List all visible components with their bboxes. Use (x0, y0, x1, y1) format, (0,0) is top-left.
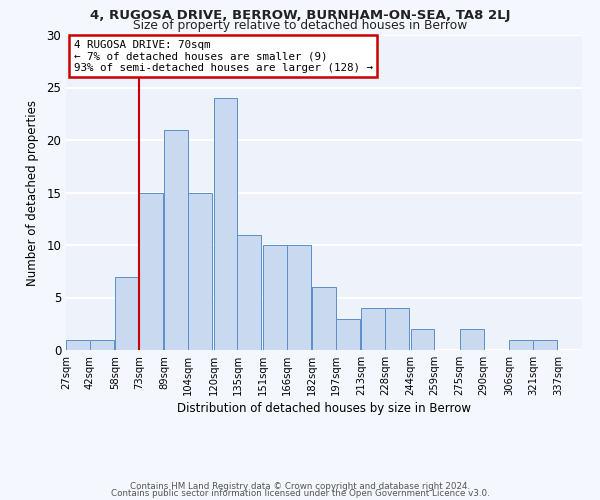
Text: 4, RUGOSA DRIVE, BERROW, BURNHAM-ON-SEA, TA8 2LJ: 4, RUGOSA DRIVE, BERROW, BURNHAM-ON-SEA,… (90, 9, 510, 22)
Text: Size of property relative to detached houses in Berrow: Size of property relative to detached ho… (133, 18, 467, 32)
X-axis label: Distribution of detached houses by size in Berrow: Distribution of detached houses by size … (177, 402, 471, 415)
Bar (410, 329, 434, 350)
Bar (164, 130, 188, 350)
Bar (66, 340, 90, 350)
Text: 4 RUGOSA DRIVE: 70sqm
← 7% of detached houses are smaller (9)
93% of semi-detach: 4 RUGOSA DRIVE: 70sqm ← 7% of detached h… (74, 40, 373, 73)
Bar (287, 245, 311, 350)
Bar (188, 192, 212, 350)
Bar (214, 98, 238, 350)
Bar (90, 340, 113, 350)
Bar (139, 192, 163, 350)
Bar (238, 234, 261, 350)
Bar (336, 318, 360, 350)
Bar (509, 340, 533, 350)
Bar (263, 245, 287, 350)
Bar (385, 308, 409, 350)
Bar (312, 287, 336, 350)
Text: Contains HM Land Registry data © Crown copyright and database right 2024.: Contains HM Land Registry data © Crown c… (130, 482, 470, 491)
Bar (361, 308, 385, 350)
Bar (460, 329, 484, 350)
Bar (115, 276, 139, 350)
Text: Contains public sector information licensed under the Open Government Licence v3: Contains public sector information licen… (110, 488, 490, 498)
Y-axis label: Number of detached properties: Number of detached properties (26, 100, 40, 286)
Bar (533, 340, 557, 350)
